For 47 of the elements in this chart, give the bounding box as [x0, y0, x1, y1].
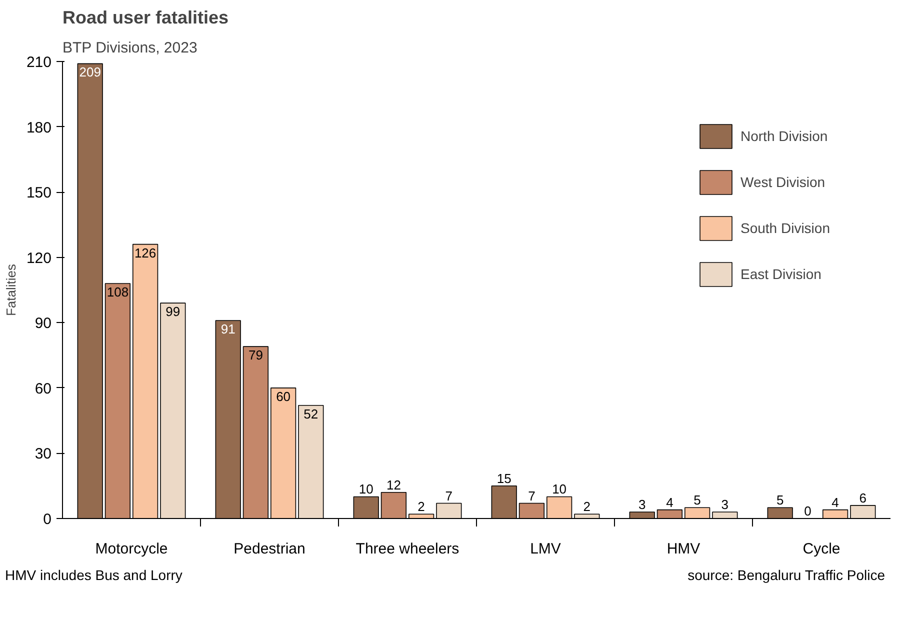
data-label: 91: [220, 321, 236, 336]
data-label: 3: [721, 496, 729, 512]
data-label: 3: [638, 496, 646, 512]
data-label: 12: [386, 477, 401, 492]
x-tick-label: Motorcycle: [95, 540, 168, 558]
data-label: 60: [276, 388, 291, 404]
data-label: 2: [418, 499, 425, 514]
legend-label: West Division: [740, 174, 826, 190]
x-tick-label: Three wheelers: [356, 540, 460, 558]
y-axis-title: Fatalities: [3, 263, 18, 316]
y-tick-label: 120: [26, 250, 52, 267]
data-label: 0: [804, 504, 812, 518]
data-label: 108: [106, 284, 129, 300]
data-label: 7: [445, 488, 453, 504]
data-label: 52: [304, 406, 318, 422]
y-tick-label: 180: [26, 119, 52, 136]
data-label: 4: [832, 494, 839, 510]
data-label: 15: [496, 470, 512, 486]
data-label: 2: [583, 499, 591, 514]
x-tick-label: Pedestrian: [234, 540, 306, 558]
text: HMV includes Bus and Lorry: [5, 566, 182, 585]
data-label: 10: [358, 482, 374, 497]
y-tick-label: 0: [43, 511, 52, 528]
data-label: 5: [694, 492, 701, 508]
x-tick-label: HMV: [666, 540, 700, 558]
data-label: 209: [79, 64, 101, 80]
data-label: 7: [528, 488, 536, 504]
y-tick-label: 30: [34, 446, 52, 463]
data-label: 10: [552, 482, 567, 497]
y-tick-label: 150: [26, 184, 52, 202]
x-tick-label: LMV: [530, 540, 561, 558]
chart-title: Road user fatalities: [62, 8, 229, 28]
legend-label: East Division: [740, 266, 822, 282]
y-tick-label: 60: [34, 380, 52, 398]
chart-subtitle: BTP Divisions, 2023: [62, 40, 198, 56]
y-tick-label: 90: [34, 315, 52, 332]
x-tick-label: Cycle: [802, 540, 840, 558]
data-label: 126: [134, 245, 156, 260]
legend-label: South Division: [740, 220, 830, 236]
legend-label: North Division: [740, 128, 828, 144]
data-label: 79: [248, 348, 263, 363]
data-label: 99: [166, 304, 180, 320]
data-label: 6: [859, 490, 867, 506]
y-tick-label: 210: [26, 54, 52, 71]
data-label: 5: [776, 492, 784, 508]
data-label: 4: [666, 494, 674, 510]
source-note: source: Bengaluru Traffic Police: [688, 566, 885, 585]
